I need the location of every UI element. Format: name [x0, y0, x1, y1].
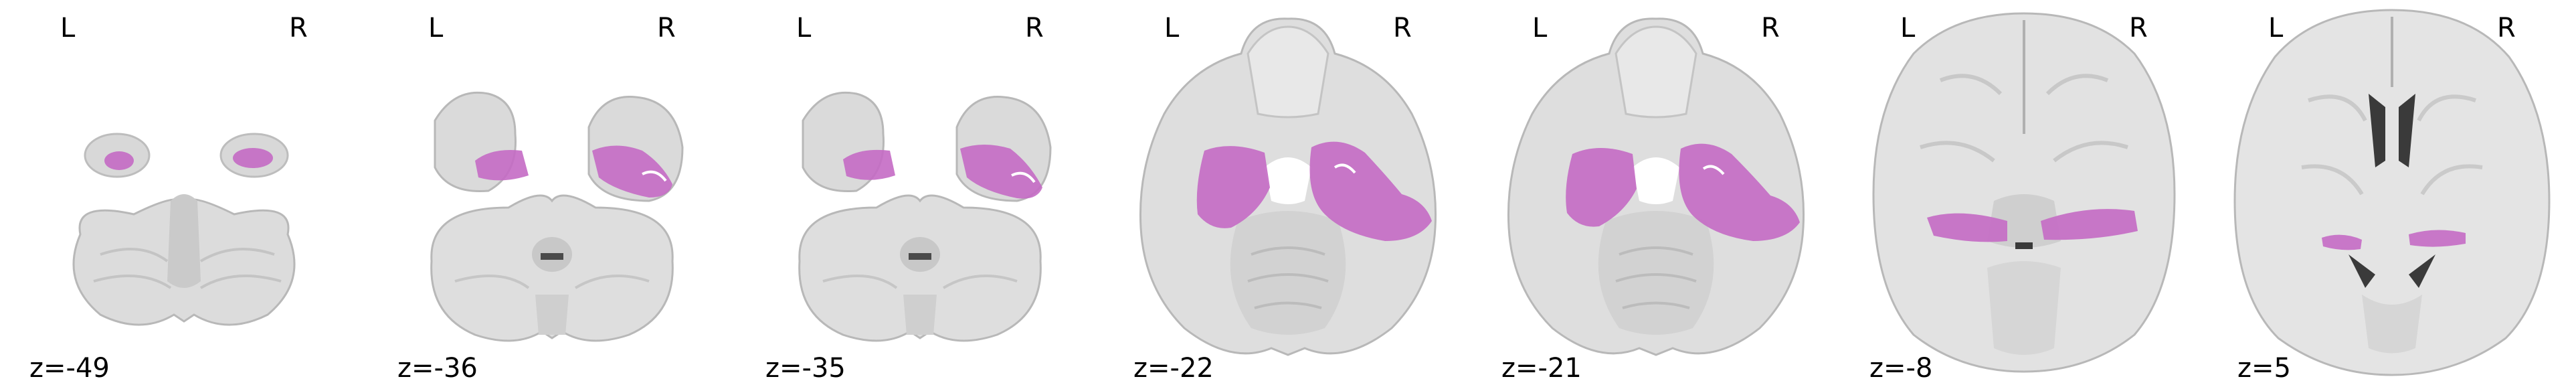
- brain-slice-image: [798, 91, 1052, 342]
- orientation-left-label: L: [428, 13, 444, 44]
- slice-panel: L R z=-8: [1840, 0, 2208, 385]
- orientation-right-label: R: [1761, 13, 1780, 44]
- orientation-right-label: R: [1025, 13, 1044, 44]
- orientation-right-label: R: [2129, 13, 2148, 44]
- orientation-left-label: L: [1900, 13, 1916, 44]
- brain-slice-image: [1139, 17, 1437, 356]
- orientation-right-label: R: [1393, 13, 1412, 44]
- slice-panel: L R z=5: [2208, 0, 2576, 385]
- slice-coordinate-label: z=5: [2237, 353, 2291, 384]
- slice-coordinate-label: z=-21: [1501, 353, 1582, 384]
- slice-coordinate-label: z=-49: [29, 353, 110, 384]
- orientation-left-label: L: [796, 13, 812, 44]
- slice-coordinate-label: z=-36: [397, 353, 478, 384]
- slice-coordinate-label: z=-35: [765, 353, 846, 384]
- brain-slice-image: [72, 133, 296, 326]
- brain-slice-image: [430, 91, 684, 342]
- orientation-left-label: L: [2268, 13, 2284, 44]
- brain-slice-image: [1872, 12, 2176, 373]
- orientation-left-label: L: [60, 13, 76, 44]
- slice-panel: L R z=-35: [736, 0, 1104, 385]
- slice-panel: L R z=-36: [368, 0, 736, 385]
- orientation-right-label: R: [2497, 13, 2516, 44]
- slice-coordinate-label: z=-22: [1133, 353, 1214, 384]
- slice-panel: L R z=-22: [1104, 0, 1472, 385]
- orientation-right-label: R: [289, 13, 308, 44]
- brain-slice-image: [1507, 17, 1805, 356]
- orientation-left-label: L: [1164, 13, 1180, 44]
- slice-panel: L R z=-49: [0, 0, 368, 385]
- orientation-left-label: L: [1532, 13, 1548, 44]
- slice-coordinate-label: z=-8: [1869, 353, 1933, 384]
- slice-panel: L R z=-21: [1472, 0, 1840, 385]
- orientation-right-label: R: [657, 13, 676, 44]
- brain-slice-image: [2233, 9, 2551, 376]
